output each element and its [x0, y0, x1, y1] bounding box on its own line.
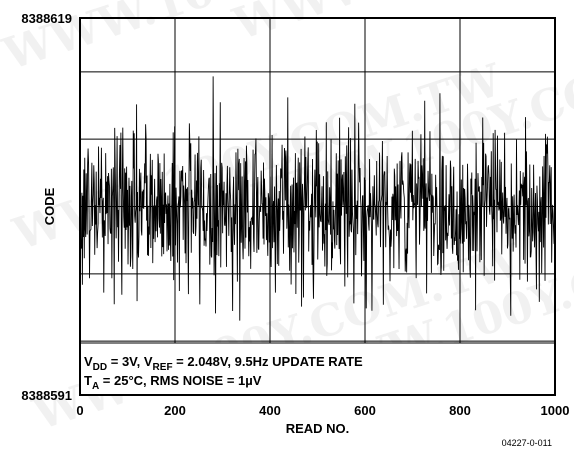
figure-id: 04227-0-011	[502, 438, 552, 448]
annotation-text: T	[84, 373, 92, 388]
annotation-subscript: DD	[93, 362, 107, 373]
annotation-background	[81, 343, 554, 394]
annotation-subscript: A	[92, 381, 99, 392]
annotation-text: = 25°C, RMS NOISE = 1µV	[99, 373, 262, 388]
noise-series-line	[79, 76, 556, 321]
x-tick-label: 1000	[541, 403, 570, 418]
y-tick-label-bottom: 8388591	[21, 388, 72, 403]
annotation-text: V	[84, 354, 93, 369]
annotation-line-1: VDD = 3V, VREF = 2.048V, 9.5Hz UPDATE RA…	[84, 354, 363, 373]
y-tick-label-top: 8388619	[21, 11, 72, 26]
y-axis-title: CODE	[42, 187, 57, 225]
annotation-box: VDD = 3V, VREF = 2.048V, 9.5Hz UPDATE RA…	[80, 342, 555, 394]
annotation-text: = 2.048V, 9.5Hz UPDATE RATE	[173, 354, 363, 369]
x-tick-label: 400	[259, 403, 281, 418]
annotation-text: = 3V, V	[107, 354, 153, 369]
annotation-subscript: REF	[153, 362, 173, 373]
x-tick-label: 200	[164, 403, 186, 418]
x-tick-labels: 0 200 400 600 800 1000	[76, 403, 569, 418]
plot-frame	[79, 17, 556, 396]
x-axis-title: READ NO.	[286, 421, 350, 436]
annotation-line-2: TA = 25°C, RMS NOISE = 1µV	[84, 373, 262, 392]
x-tick-label: 800	[449, 403, 471, 418]
x-tick-label: 600	[354, 403, 376, 418]
x-tick-label: 0	[76, 403, 83, 418]
watermark-text: WWW.100Y.COM.TW	[227, 0, 574, 51]
